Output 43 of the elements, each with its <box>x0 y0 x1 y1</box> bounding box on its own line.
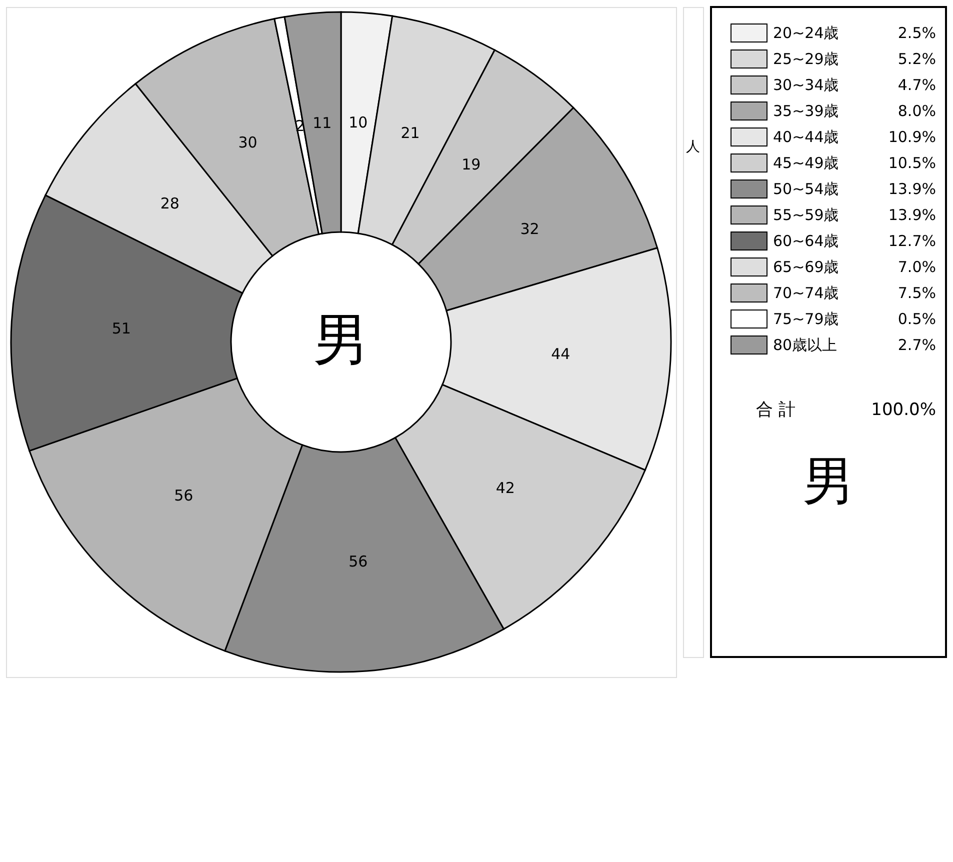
text: 10.9% <box>888 128 936 146</box>
data-label: 21 <box>400 124 420 142</box>
text: 13.9% <box>888 206 936 224</box>
text: 合 計 <box>756 400 796 420</box>
legend-label: 25~29歳 <box>773 50 839 68</box>
legend-label: 35~39歳 <box>773 102 839 120</box>
data-label: 56 <box>348 552 368 570</box>
text: 7.0% <box>898 258 936 276</box>
data-label: 11 <box>312 114 332 132</box>
text: 13.9% <box>888 180 936 198</box>
text: 2.7% <box>898 336 936 354</box>
legend-label: 50~54歳 <box>773 180 839 198</box>
text: 8.0% <box>898 102 936 120</box>
text: 100.0% <box>871 400 936 420</box>
data-label: 32 <box>520 220 540 238</box>
text: 5.2% <box>898 50 936 68</box>
legend-label: 40~44歳 <box>773 128 839 146</box>
text: 10.5% <box>888 154 936 172</box>
text: 男 <box>802 452 854 512</box>
text: 7.5% <box>898 284 936 302</box>
text: 男 <box>313 308 369 373</box>
legend-label: 65~69歳 <box>773 258 839 276</box>
data-label: 30 <box>238 134 258 152</box>
text: 2.5% <box>898 24 936 42</box>
text: 12.7% <box>888 232 936 250</box>
data-label: 28 <box>160 194 180 213</box>
data-label: 56 <box>174 486 194 505</box>
text: 0.5% <box>898 310 936 328</box>
legend-label: 80歳以上 <box>773 336 838 354</box>
data-label: 19 <box>462 156 481 174</box>
legend-label: 30~34歳 <box>773 76 839 94</box>
legend-label: 20~24歳 <box>773 24 839 42</box>
data-label: 44 <box>551 345 570 364</box>
data-label: 10 <box>348 114 368 132</box>
data-label: 42 <box>496 479 515 498</box>
legend-label: 55~59歳 <box>773 206 839 224</box>
legend-label: 75~79歳 <box>773 310 839 328</box>
legend-label: 70~74歳 <box>773 284 839 302</box>
text: 4.7% <box>898 76 936 94</box>
legend-label: 60~64歳 <box>773 232 839 250</box>
data-label: 51 <box>112 319 131 338</box>
text: 人 <box>686 139 700 155</box>
legend-label: 45~49歳 <box>773 154 839 172</box>
